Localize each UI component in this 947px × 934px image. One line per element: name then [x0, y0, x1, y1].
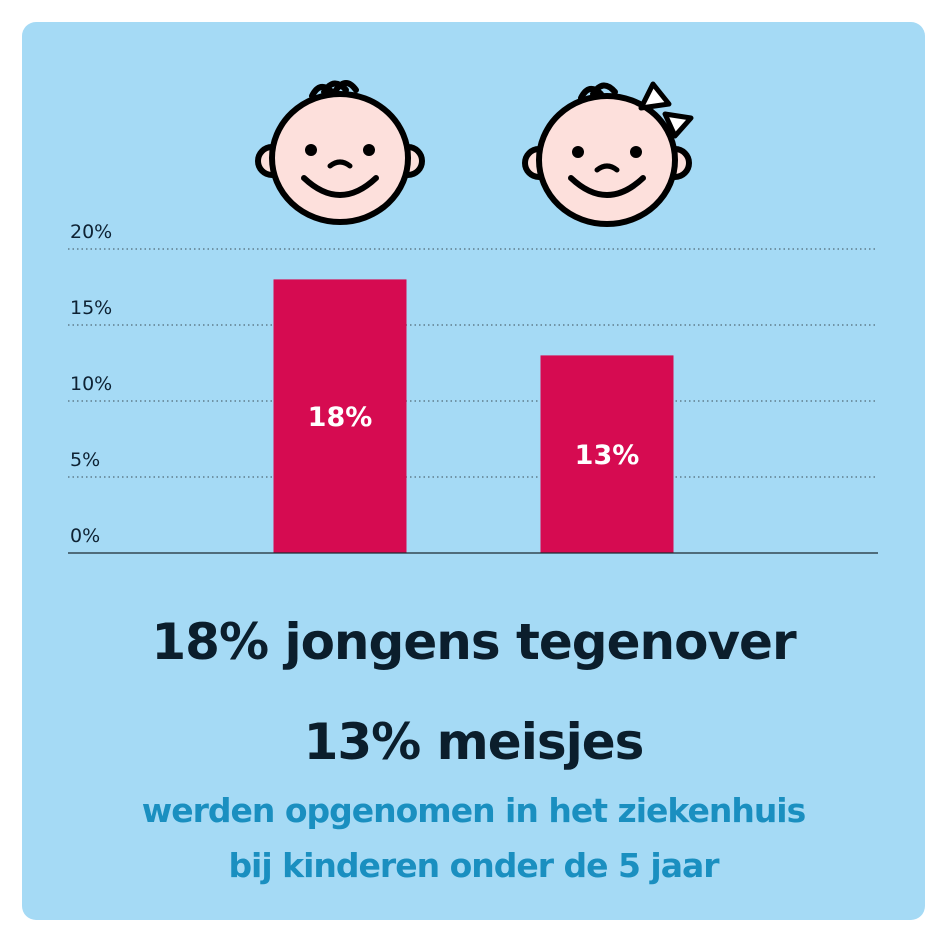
bars: 18% 13%	[273, 279, 674, 553]
y-tick-label: 10%	[70, 373, 112, 395]
bar-data-label: 18%	[308, 402, 373, 433]
girl-face-with-bow-icon	[522, 81, 694, 227]
headline-line-2: 13% meisjes	[303, 713, 645, 771]
boy-face-icon	[255, 80, 425, 225]
y-tick-label: 5%	[70, 449, 100, 471]
subline-line-2: bij kinderen onder de 5 jaar	[228, 846, 719, 885]
y-tick-label: 15%	[70, 297, 112, 319]
y-tick-label: 20%	[70, 221, 112, 243]
headline-line-1: 18% jongens tegenover	[151, 613, 796, 671]
bar	[540, 355, 674, 553]
y-axis-tick-labels: 0% 5% 10% 15% 20%	[70, 221, 112, 547]
bar-chart: 0% 5% 10% 15% 20% 18% 13%	[68, 80, 878, 554]
gridlines	[68, 248, 878, 478]
y-tick-label: 0%	[70, 525, 100, 547]
infographic-card	[22, 22, 925, 920]
subline-line-1: werden opgenomen in het ziekenhuis	[141, 791, 807, 830]
bar-data-label: 13%	[575, 440, 640, 471]
bar	[273, 279, 407, 553]
